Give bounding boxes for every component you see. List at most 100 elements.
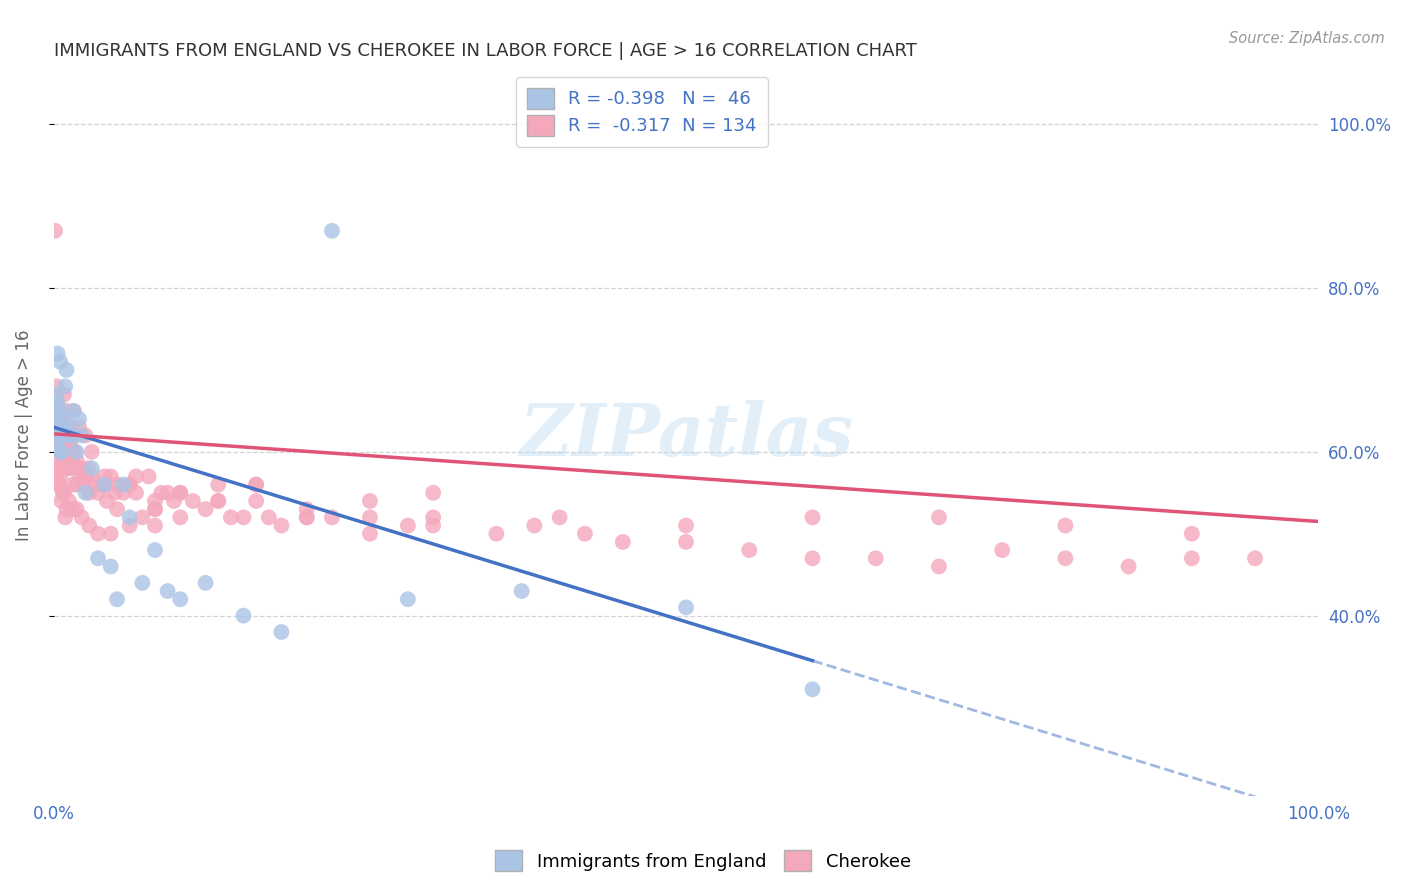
- Point: [51, 412, 73, 426]
- Point: [87, 551, 110, 566]
- Point: [801, 682, 824, 697]
- Point: [1054, 551, 1077, 566]
- Point: [45, 387, 67, 401]
- Point: [63, 445, 86, 459]
- Point: [65, 461, 87, 475]
- Point: [70, 510, 93, 524]
- Point: [67, 461, 90, 475]
- Point: [125, 469, 148, 483]
- Point: [72, 477, 94, 491]
- Point: [1054, 518, 1077, 533]
- Point: [422, 518, 444, 533]
- Point: [219, 510, 242, 524]
- Point: [928, 559, 950, 574]
- Text: ZIPatlas: ZIPatlas: [519, 400, 853, 471]
- Point: [321, 510, 343, 524]
- Point: [49, 355, 72, 369]
- Point: [76, 469, 98, 483]
- Text: Source: ZipAtlas.com: Source: ZipAtlas.com: [1229, 31, 1385, 46]
- Y-axis label: In Labor Force | Age > 16: In Labor Force | Age > 16: [15, 330, 32, 541]
- Point: [52, 445, 75, 459]
- Point: [207, 494, 229, 508]
- Point: [321, 224, 343, 238]
- Point: [485, 526, 508, 541]
- Point: [46, 412, 69, 426]
- Point: [801, 510, 824, 524]
- Point: [60, 453, 83, 467]
- Point: [523, 518, 546, 533]
- Point: [93, 477, 115, 491]
- Point: [295, 510, 318, 524]
- Point: [49, 445, 72, 459]
- Point: [422, 485, 444, 500]
- Point: [44, 420, 66, 434]
- Point: [105, 477, 128, 491]
- Point: [44, 436, 66, 450]
- Point: [65, 445, 87, 459]
- Point: [396, 518, 419, 533]
- Point: [105, 502, 128, 516]
- Point: [45, 436, 67, 450]
- Point: [105, 592, 128, 607]
- Point: [1181, 526, 1204, 541]
- Point: [245, 477, 267, 491]
- Point: [93, 469, 115, 483]
- Point: [52, 428, 75, 442]
- Point: [232, 608, 254, 623]
- Point: [96, 494, 118, 508]
- Point: [46, 346, 69, 360]
- Point: [194, 502, 217, 516]
- Point: [48, 477, 70, 491]
- Point: [156, 584, 179, 599]
- Point: [675, 518, 697, 533]
- Point: [70, 461, 93, 475]
- Point: [100, 526, 122, 541]
- Point: [169, 592, 191, 607]
- Point: [75, 485, 97, 500]
- Point: [45, 469, 67, 483]
- Point: [245, 494, 267, 508]
- Point: [194, 575, 217, 590]
- Point: [52, 445, 75, 459]
- Point: [150, 485, 173, 500]
- Point: [103, 485, 125, 500]
- Point: [1118, 559, 1140, 574]
- Point: [359, 510, 381, 524]
- Point: [257, 510, 280, 524]
- Point: [46, 395, 69, 409]
- Point: [612, 535, 634, 549]
- Point: [169, 510, 191, 524]
- Point: [143, 502, 166, 516]
- Point: [49, 436, 72, 450]
- Point: [49, 469, 72, 483]
- Point: [55, 502, 77, 516]
- Point: [143, 502, 166, 516]
- Point: [48, 420, 70, 434]
- Point: [66, 461, 89, 475]
- Point: [63, 428, 86, 442]
- Point: [77, 485, 100, 500]
- Point: [44, 461, 66, 475]
- Point: [46, 477, 69, 491]
- Point: [295, 510, 318, 524]
- Point: [45, 395, 67, 409]
- Point: [181, 494, 204, 508]
- Point: [270, 625, 292, 640]
- Point: [87, 485, 110, 500]
- Point: [169, 485, 191, 500]
- Point: [59, 420, 82, 434]
- Point: [1244, 551, 1267, 566]
- Point: [70, 428, 93, 442]
- Point: [87, 526, 110, 541]
- Point: [46, 436, 69, 450]
- Point: [118, 510, 141, 524]
- Point: [125, 485, 148, 500]
- Point: [58, 494, 80, 508]
- Point: [49, 461, 72, 475]
- Point: [65, 453, 87, 467]
- Point: [44, 224, 66, 238]
- Point: [143, 494, 166, 508]
- Point: [52, 387, 75, 401]
- Point: [1181, 551, 1204, 566]
- Point: [55, 404, 77, 418]
